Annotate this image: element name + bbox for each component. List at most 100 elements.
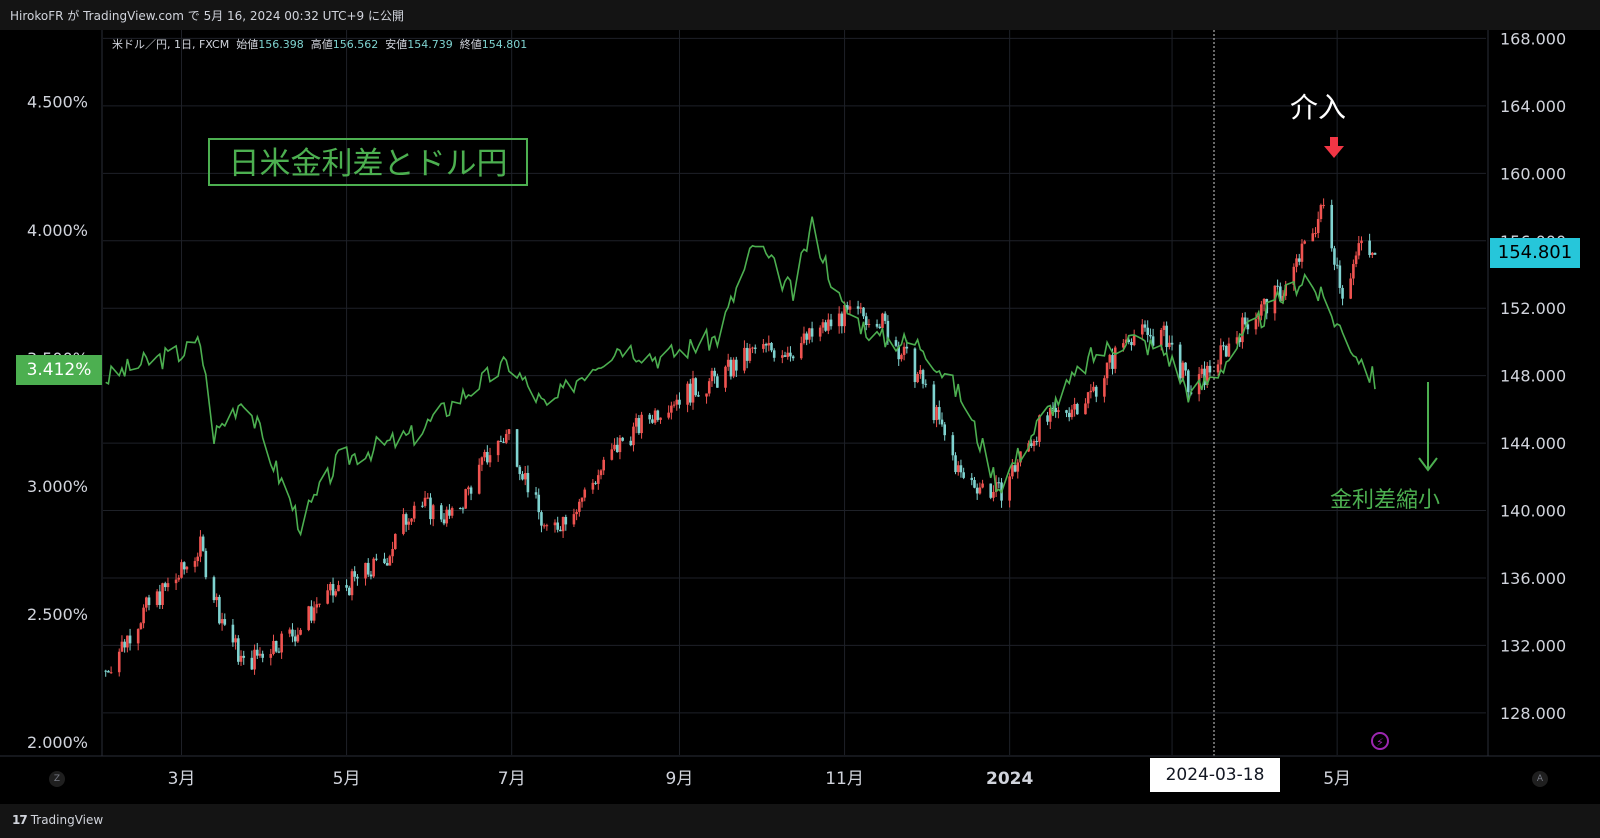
candle-body bbox=[407, 521, 411, 525]
candle-body bbox=[767, 342, 771, 346]
candle-body bbox=[943, 424, 947, 436]
candle-body bbox=[553, 522, 557, 526]
candle-body bbox=[618, 437, 622, 453]
spread-narrowing-label: 金利差縮小 bbox=[1330, 488, 1441, 513]
candle-body bbox=[458, 508, 462, 510]
candle-body bbox=[578, 501, 581, 512]
auto-scale-button[interactable]: A bbox=[1532, 771, 1548, 787]
candle-body bbox=[440, 505, 443, 520]
candle-body bbox=[599, 470, 603, 476]
candle-body bbox=[540, 512, 543, 526]
candle-body bbox=[147, 597, 151, 606]
time-tick-label: 5月 bbox=[333, 769, 361, 789]
candle-body bbox=[291, 629, 294, 637]
candle-body bbox=[1035, 440, 1039, 442]
candle-body bbox=[404, 514, 408, 525]
candle-body bbox=[1262, 298, 1266, 305]
right-tick-label: 136.000 bbox=[1500, 569, 1566, 588]
candle-body bbox=[694, 378, 698, 396]
candle-body bbox=[878, 326, 882, 328]
candle-body bbox=[808, 328, 811, 340]
candle-body bbox=[932, 384, 936, 421]
candle-body bbox=[726, 359, 730, 367]
candle-body bbox=[751, 347, 754, 349]
candle-body bbox=[426, 497, 430, 499]
time-axis[interactable]: 3月 5月 7月 9月 11月 2024 5月 bbox=[168, 769, 1351, 789]
candle-body bbox=[1284, 284, 1288, 296]
candle-body bbox=[791, 356, 795, 359]
candle-body bbox=[1113, 347, 1117, 369]
chart[interactable]: 2.000%2.500%3.000%3.500%4.000%4.500% 128… bbox=[0, 30, 1600, 804]
candle-body bbox=[894, 340, 898, 346]
candle-body bbox=[1279, 286, 1282, 301]
candle-body bbox=[193, 561, 197, 567]
candle-body bbox=[542, 525, 546, 527]
candle-body bbox=[956, 465, 960, 473]
time-tick-label: 11月 bbox=[825, 769, 864, 789]
tradingview-logo-icon: 17 bbox=[12, 813, 28, 827]
candle-body bbox=[504, 433, 508, 443]
candle-body bbox=[312, 607, 316, 621]
candle-body bbox=[142, 607, 145, 624]
candle-body bbox=[881, 313, 884, 328]
candle-body bbox=[1200, 368, 1204, 375]
left-corner-button[interactable]: Z bbox=[49, 771, 65, 787]
candle-body bbox=[274, 640, 278, 652]
candle-body bbox=[672, 404, 676, 406]
candle-body bbox=[559, 529, 562, 532]
candle-body bbox=[126, 635, 129, 648]
candle-body bbox=[242, 655, 246, 658]
candle-body bbox=[239, 655, 243, 662]
candle-body bbox=[445, 509, 449, 524]
candle-body bbox=[924, 383, 928, 385]
candle-body bbox=[1019, 451, 1022, 463]
candle-body bbox=[120, 641, 124, 652]
candle-body bbox=[1122, 343, 1125, 348]
footer: 17 TradingView bbox=[0, 804, 1600, 838]
chart-title-box: 日米金利差とドル円 bbox=[208, 138, 528, 186]
candle-body bbox=[345, 585, 348, 588]
candle-body bbox=[499, 440, 503, 442]
candle-body bbox=[596, 475, 600, 484]
legend-high-label: 高値 bbox=[310, 38, 333, 51]
candle-body bbox=[269, 653, 273, 658]
candle-body bbox=[678, 399, 681, 405]
candle-body bbox=[1338, 265, 1342, 288]
candle-body bbox=[707, 381, 711, 394]
candle-body bbox=[724, 366, 727, 388]
candle-body bbox=[448, 509, 451, 516]
candle-body bbox=[1073, 403, 1076, 410]
tradingview-brand[interactable]: 17 TradingView bbox=[12, 813, 103, 827]
left-axis[interactable]: 2.000%2.500%3.000%3.500%4.000%4.500% bbox=[27, 93, 88, 752]
candle-body bbox=[1224, 346, 1228, 357]
legend-close-label: 終値 bbox=[459, 38, 482, 51]
candle-body bbox=[196, 556, 200, 562]
candle-body bbox=[1038, 415, 1041, 442]
candle-body bbox=[429, 497, 432, 520]
right-tick-label: 164.000 bbox=[1500, 97, 1566, 116]
candle-body bbox=[1373, 252, 1377, 255]
candle-body bbox=[477, 464, 481, 494]
candle-body bbox=[177, 577, 181, 580]
current-rate-badge: 3.412% bbox=[16, 355, 102, 385]
candle-body bbox=[951, 435, 955, 456]
lightning-icon[interactable]: ⚡ bbox=[1371, 732, 1389, 750]
candle-body bbox=[916, 374, 919, 383]
candle-body bbox=[789, 352, 792, 357]
candle-body bbox=[255, 649, 259, 656]
right-axis[interactable]: 128.000 132.000 136.000 140.000 144.000 148.0… bbox=[1500, 30, 1566, 723]
candle-body bbox=[391, 549, 394, 557]
candle-body bbox=[732, 359, 735, 377]
time-tick-label: 7月 bbox=[498, 769, 526, 789]
candle-body bbox=[1243, 317, 1247, 325]
candle-body bbox=[705, 393, 708, 397]
candle-body bbox=[486, 451, 489, 463]
candle-body bbox=[632, 426, 635, 446]
candle-body bbox=[859, 307, 863, 309]
candle-body bbox=[218, 596, 221, 624]
candle-body bbox=[545, 525, 549, 527]
candle-body bbox=[843, 305, 846, 327]
candle-body bbox=[423, 497, 427, 506]
right-tick-label: 144.000 bbox=[1500, 434, 1566, 453]
candle-body bbox=[997, 482, 1001, 484]
